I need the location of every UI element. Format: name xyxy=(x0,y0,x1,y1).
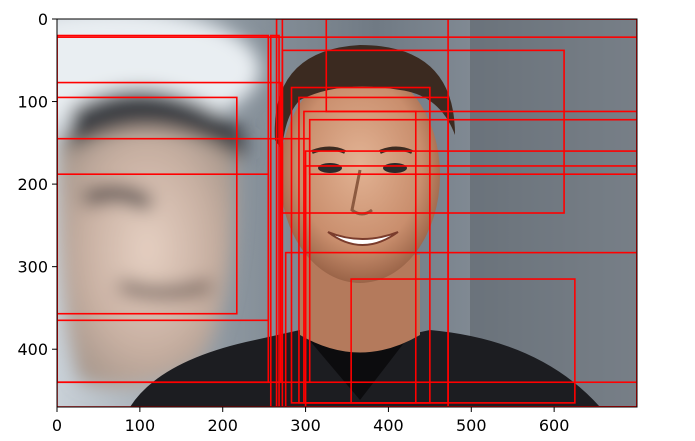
x-tick-label: 300 xyxy=(290,416,321,435)
y-tick-label: 100 xyxy=(17,93,48,112)
y-tick-label: 300 xyxy=(17,258,48,277)
bounding-box-9 xyxy=(281,49,565,214)
bounding-box-7 xyxy=(325,19,637,113)
x-tick-label: 500 xyxy=(456,416,487,435)
bounding-box-15 xyxy=(284,251,637,407)
y-axis: 0 100 200 300 400 xyxy=(17,10,57,359)
axes-frame xyxy=(56,18,638,408)
x-tick-label: 0 xyxy=(52,416,62,435)
bounding-box-4 xyxy=(57,173,270,384)
x-tick-label: 200 xyxy=(207,416,238,435)
x-tick-label: 100 xyxy=(125,416,156,435)
x-tick-label: 400 xyxy=(373,416,404,435)
y-tick-label: 400 xyxy=(17,340,48,359)
bounding-boxes xyxy=(57,19,637,407)
y-tick-label: 200 xyxy=(17,175,48,194)
x-axis: 0 100 200 300 400 500 600 xyxy=(52,407,570,435)
x-tick-label: 600 xyxy=(539,416,570,435)
bounding-box-1 xyxy=(57,96,238,315)
bounding-box-16 xyxy=(350,278,576,404)
bounding-box-18 xyxy=(308,118,637,176)
bounding-box-5 xyxy=(275,19,637,407)
y-tick-label: 0 xyxy=(38,10,48,29)
photo-image xyxy=(57,19,637,407)
bounding-box-17 xyxy=(304,165,637,407)
